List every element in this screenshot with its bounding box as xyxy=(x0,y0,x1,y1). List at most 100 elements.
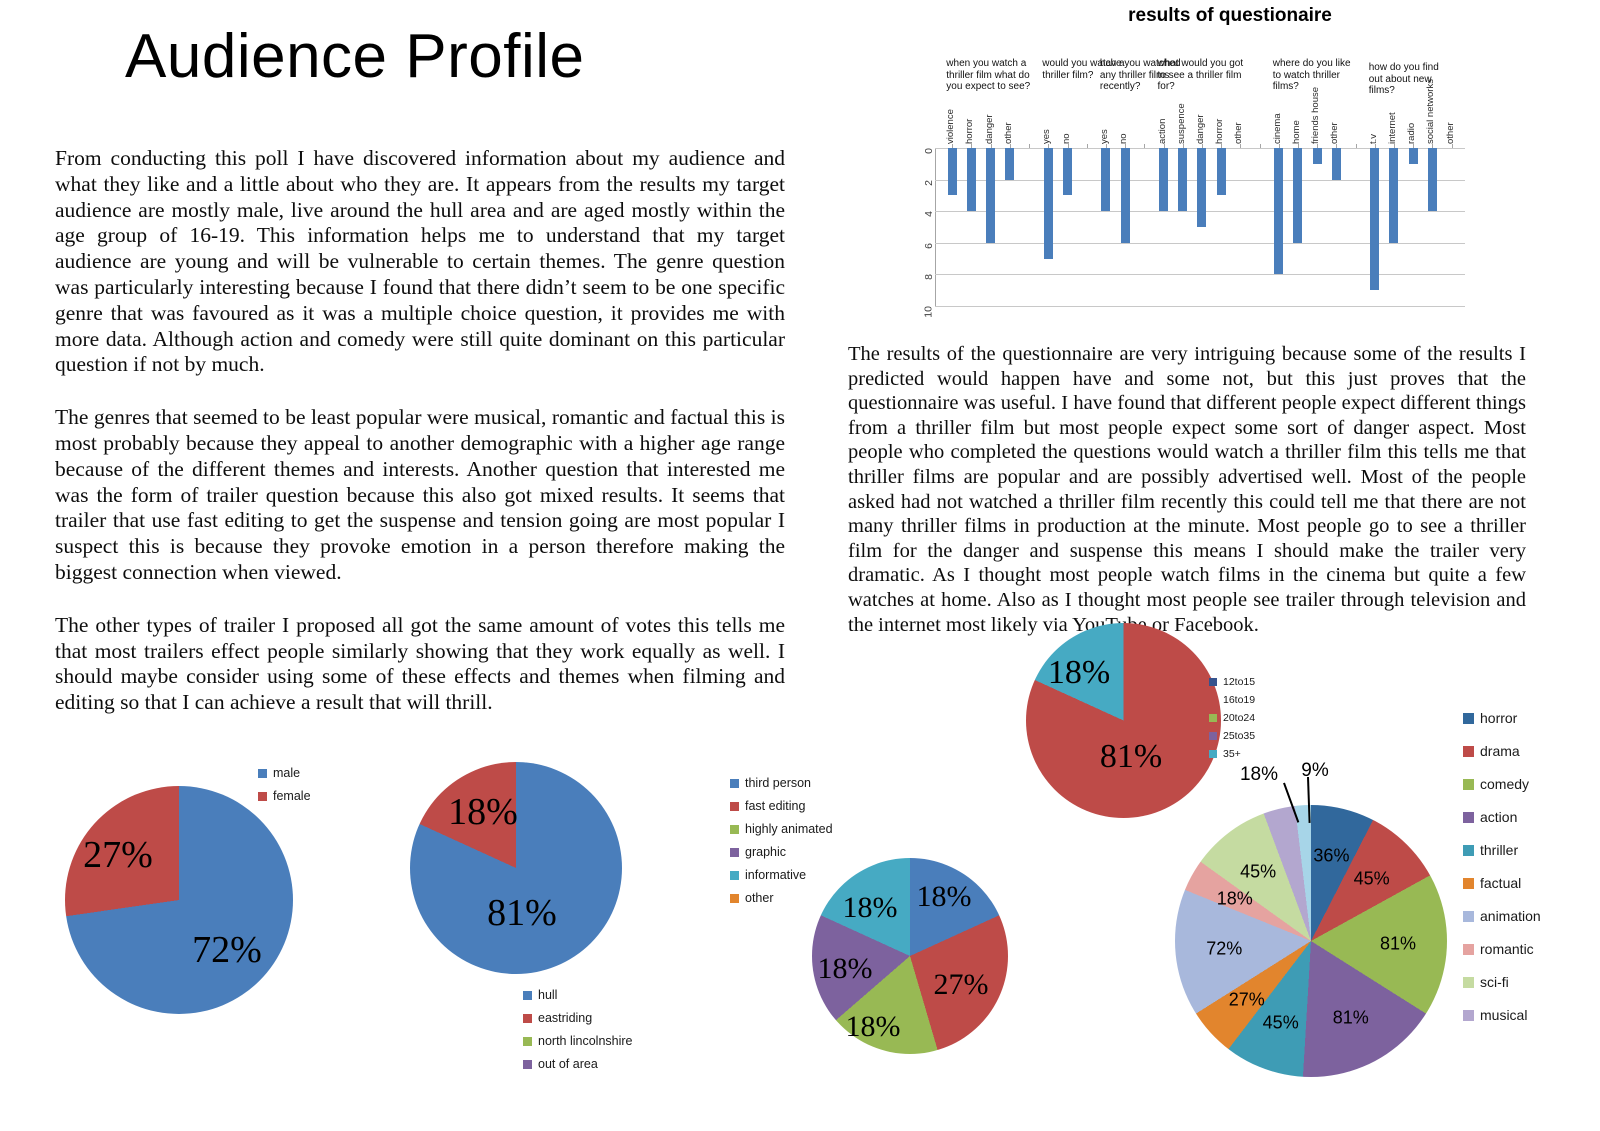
x-axis-tick xyxy=(1221,144,1223,148)
bar xyxy=(947,148,957,196)
gender-pie xyxy=(65,786,293,1014)
x-axis-tick xyxy=(1393,144,1395,148)
x-axis-category-label: action xyxy=(1156,118,1168,144)
x-axis-tick xyxy=(1355,144,1357,148)
paragraph: From conducting this poll I have discove… xyxy=(55,146,785,377)
legend-label: factual xyxy=(1480,875,1522,891)
pie-slice-label: 18% xyxy=(448,791,518,833)
legend-label: drama xyxy=(1480,743,1520,759)
paragraph: The other types of trailer I proposed al… xyxy=(55,612,785,715)
x-axis-category-label: danger xyxy=(983,114,995,144)
x-axis-category-label: danger xyxy=(1194,114,1206,144)
legend-swatch-icon xyxy=(1209,678,1217,686)
pie-slice-label: 36% xyxy=(1313,845,1350,866)
legend-swatch-icon xyxy=(730,824,739,834)
gridline xyxy=(935,306,1465,307)
x-axis-category-label: horror xyxy=(1214,118,1226,144)
x-axis-category-label: friends house xyxy=(1310,86,1322,144)
x-axis-tick xyxy=(1240,144,1242,148)
paragraph: The results of the questionnaire are ver… xyxy=(848,343,1526,636)
pie-slice-label: 18% xyxy=(916,880,972,913)
x-axis-category-label: radio xyxy=(1406,122,1418,144)
legend-item: eastriding xyxy=(523,1011,633,1025)
legend-item: factual xyxy=(1463,875,1541,891)
x-axis-tick xyxy=(1125,144,1127,148)
x-axis-tick xyxy=(990,144,992,148)
legend-swatch-icon xyxy=(730,801,739,811)
legend-label: third person xyxy=(745,776,812,790)
bar xyxy=(1331,148,1341,180)
legend-swatch-icon xyxy=(730,870,739,880)
legend-label: informative xyxy=(745,868,807,882)
x-axis-tick xyxy=(1182,144,1184,148)
legend-item: 25to35 xyxy=(1209,730,1255,742)
legend-label: horror xyxy=(1480,710,1518,726)
x-axis-tick xyxy=(1413,144,1415,148)
x-axis-tick xyxy=(1105,144,1107,148)
bar xyxy=(1274,148,1284,275)
x-axis-category-label: social networks xyxy=(1425,79,1437,144)
pie-slice-label: 81% xyxy=(1332,1007,1369,1028)
pie-slice-label: 81% xyxy=(487,892,557,934)
legend-item: hull xyxy=(523,988,633,1002)
legend-item: north lincolnshire xyxy=(523,1034,633,1048)
page-title: Audience Profile xyxy=(125,22,585,91)
legend-swatch-icon xyxy=(1209,696,1217,704)
pie-slice-label: 27% xyxy=(933,968,989,1001)
pie-slice-label: 18% xyxy=(1216,888,1253,909)
x-axis-tick xyxy=(1163,144,1165,148)
legend-swatch-icon xyxy=(523,1013,532,1023)
legend-swatch-icon xyxy=(523,990,532,1000)
legend-item: animation xyxy=(1463,908,1541,924)
legend-swatch-icon xyxy=(523,1059,532,1069)
legend-swatch-icon xyxy=(730,893,739,903)
x-axis-tick xyxy=(1067,144,1069,148)
pie-slice-label: 18% xyxy=(845,1010,901,1043)
genre-legend: horror drama comedy action thriller fact… xyxy=(1463,710,1541,1040)
x-axis-category-label: other xyxy=(1002,122,1014,144)
x-axis-tick xyxy=(1297,144,1299,148)
legend-swatch-icon xyxy=(730,778,739,788)
legend-item: 16to19 xyxy=(1209,694,1255,706)
legend-item: informative xyxy=(730,868,833,882)
y-axis-tick-label: 4 xyxy=(923,211,935,218)
x-axis-tick xyxy=(1451,144,1453,148)
legend-label: animation xyxy=(1480,908,1541,924)
right-text-column: The results of the questionnaire are ver… xyxy=(848,342,1526,637)
legend-label: fast editing xyxy=(745,799,806,813)
legend-label: thriller xyxy=(1480,842,1519,858)
legend-label: 25to35 xyxy=(1223,730,1256,742)
x-axis-category-label: internet xyxy=(1386,112,1398,144)
bar xyxy=(1159,148,1168,212)
legend-item: 35+ xyxy=(1209,748,1255,760)
legend-label: sci-fi xyxy=(1480,974,1509,990)
x-axis-tick xyxy=(1317,144,1319,148)
y-axis-tick-label: 8 xyxy=(923,274,935,281)
legend-label: action xyxy=(1480,809,1518,825)
legend-item: graphic xyxy=(730,845,833,859)
legend-item: out of area xyxy=(523,1057,633,1071)
bar-chart-question-label: where do you like to watch thriller film… xyxy=(1272,58,1351,92)
legend-item: fast editing xyxy=(730,799,833,813)
bar-chart-question-label: how do you find out about new films? xyxy=(1368,62,1439,96)
pie-slice-label: 72% xyxy=(192,929,262,971)
bar xyxy=(1120,148,1130,243)
x-axis-tick xyxy=(1086,144,1088,148)
legend-swatch-icon xyxy=(1209,732,1217,740)
age-legend: 12to15 16to19 20to24 25to35 35+ xyxy=(1209,676,1255,766)
y-axis-tick-label: 10 xyxy=(923,306,935,318)
legend-label: musical xyxy=(1480,1007,1528,1023)
legend-swatch-icon xyxy=(1463,844,1474,856)
bar xyxy=(1197,148,1207,227)
bar-chart-title: results of questionaire xyxy=(1128,5,1332,26)
bar xyxy=(1427,148,1437,212)
bar xyxy=(1063,148,1072,196)
legend-swatch-icon xyxy=(1463,712,1474,724)
pie-slice-label: 45% xyxy=(1353,868,1390,889)
pie-slice-label: 27% xyxy=(1228,989,1265,1010)
legend-label: 16to19 xyxy=(1223,694,1256,706)
legend-item: drama xyxy=(1463,743,1541,759)
legend-item: sci-fi xyxy=(1463,974,1541,990)
bar-chart-question-label: when you watch a thriller film what do y… xyxy=(946,58,1031,92)
x-axis-tick xyxy=(1201,144,1203,148)
